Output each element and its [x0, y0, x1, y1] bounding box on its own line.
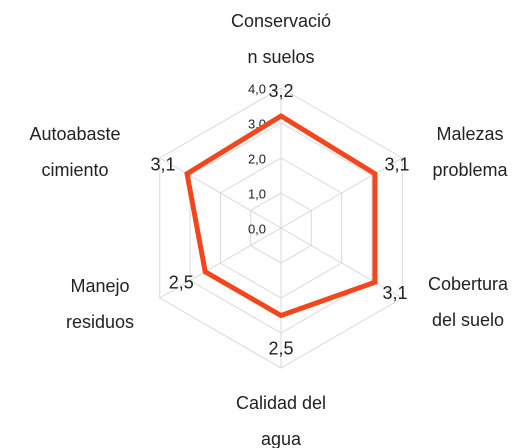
r-tick-label: 2,0: [248, 151, 266, 166]
category-label: n suelos: [247, 47, 314, 67]
category-label: residuos: [66, 312, 134, 332]
spoke: [280, 227, 403, 299]
category-label: Conservació: [231, 11, 331, 31]
r-tick-label: 0,0: [248, 221, 266, 236]
value-label: 3,1: [384, 155, 409, 175]
spoke: [280, 157, 403, 229]
spoke: [159, 227, 282, 299]
category-label: problema: [432, 160, 508, 180]
r-tick-label: 4,0: [248, 81, 266, 96]
value-label: 3,2: [268, 81, 293, 101]
category-label: Cobertura: [428, 274, 509, 294]
r-tick-label: 1,0: [248, 186, 266, 201]
category-label: del suelo: [432, 310, 504, 330]
category-label: Malezas: [436, 124, 503, 144]
value-label: 3,1: [151, 155, 176, 175]
value-label: 2,5: [268, 338, 293, 358]
category-label: Manejo: [70, 276, 129, 296]
value-label: 3,1: [382, 283, 407, 303]
category-label: cimiento: [41, 160, 108, 180]
category-label: Autoabaste: [29, 124, 120, 144]
category-label: agua: [261, 429, 302, 448]
value-label: 2,5: [169, 273, 194, 293]
data-line: [184, 113, 378, 319]
spoke: [159, 157, 282, 229]
category-label: Calidad del: [236, 393, 326, 413]
